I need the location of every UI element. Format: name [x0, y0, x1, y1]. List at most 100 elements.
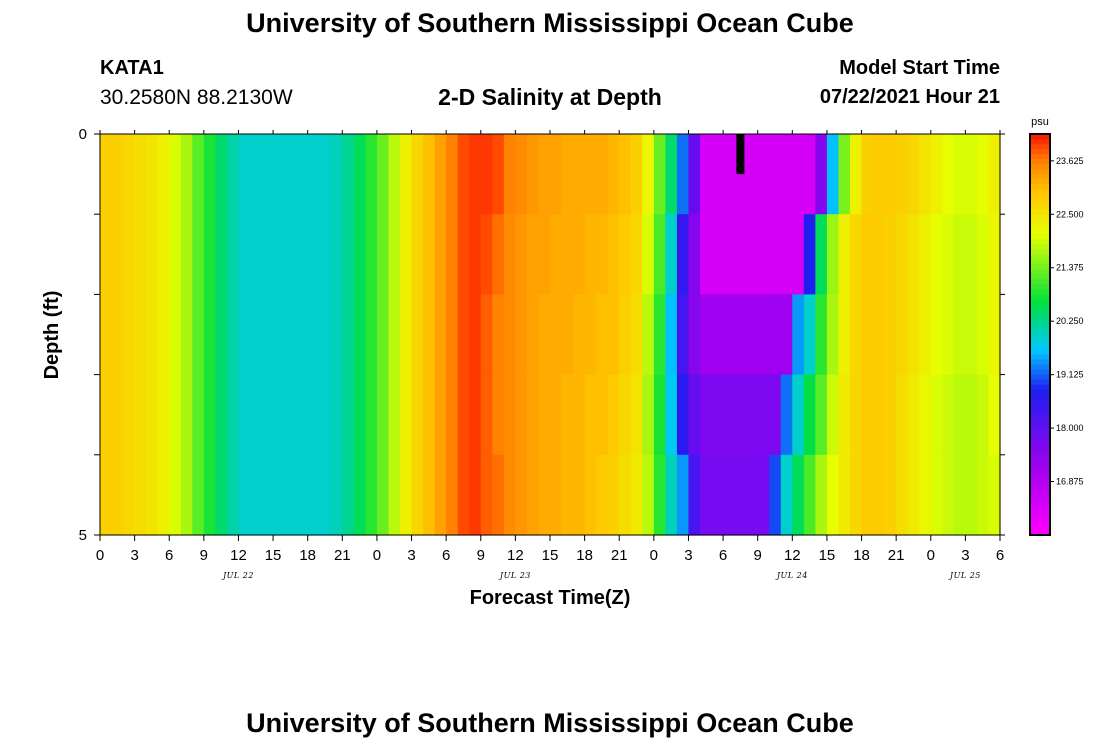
- heatmap-cell: [111, 214, 124, 295]
- heatmap-cell: [642, 454, 655, 536]
- heatmap-cell: [284, 214, 297, 295]
- heatmap-cell: [319, 214, 332, 295]
- heatmap-cell: [273, 454, 286, 536]
- colorbar-swatch: [1030, 389, 1050, 396]
- heatmap-cells: [100, 134, 1001, 536]
- x-tick-label: 12: [784, 547, 801, 564]
- heatmap-cell: [976, 374, 990, 456]
- heatmap-cell: [492, 294, 505, 376]
- heatmap-cell: [273, 214, 286, 295]
- heatmap-cell: [815, 294, 828, 376]
- heatmap-cell: [988, 454, 1001, 536]
- heatmap-cell: [330, 454, 343, 536]
- heatmap-cell: [919, 214, 932, 295]
- heatmap-cell: [307, 134, 320, 215]
- heatmap-cell: [792, 214, 805, 295]
- heatmap-cell: [457, 214, 470, 295]
- heatmap-cell: [123, 374, 136, 456]
- heatmap-cell: [515, 214, 528, 295]
- heatmap-cell: [157, 214, 170, 295]
- x-tick-label: 12: [230, 547, 247, 564]
- heatmap-cell: [469, 374, 482, 456]
- heatmap-cell: [388, 214, 401, 295]
- heatmap-cell: [965, 374, 978, 456]
- x-tick-label: 21: [334, 547, 351, 564]
- heatmap-cell: [861, 134, 874, 215]
- heatmap-cell: [376, 214, 390, 295]
- heatmap-cell: [861, 454, 874, 536]
- heatmap-cell: [676, 454, 690, 536]
- heatmap-cell: [515, 294, 528, 376]
- heatmap-cell: [550, 374, 563, 456]
- heatmap-cell: [526, 134, 540, 215]
- colorbar-swatch: [1030, 409, 1050, 416]
- heatmap-cell: [273, 294, 286, 376]
- heatmap-cell: [642, 214, 655, 295]
- heatmap-cell: [550, 454, 563, 536]
- annotation-marker: [736, 134, 745, 175]
- heatmap-cell: [469, 294, 482, 376]
- heatmap-cell: [388, 294, 401, 376]
- heatmap-cell: [538, 214, 551, 295]
- heatmap-cell: [838, 294, 851, 376]
- heatmap-cell: [688, 214, 701, 295]
- heatmap-cell: [388, 134, 401, 215]
- heatmap-cell: [676, 374, 690, 456]
- heatmap-cell: [446, 374, 459, 456]
- heatmap-cell: [538, 374, 551, 456]
- colorbar-swatch: [1030, 239, 1050, 245]
- heatmap-cell: [826, 454, 840, 536]
- heatmap-cell: [757, 374, 770, 456]
- heatmap-cell: [803, 294, 816, 376]
- heatmap-cell: [988, 374, 1001, 456]
- colorbar-swatch: [1030, 264, 1050, 270]
- colorbar-swatch: [1030, 514, 1050, 521]
- heatmap-cell: [411, 374, 424, 456]
- heatmap-cell: [226, 294, 240, 376]
- heatmap-cell: [976, 214, 990, 295]
- heatmap-cell: [411, 134, 424, 215]
- heatmap-cell: [953, 454, 966, 536]
- heatmap-cell: [965, 294, 978, 376]
- heatmap-cell: [353, 134, 366, 215]
- heatmap-cell: [215, 134, 228, 215]
- heatmap-cell: [573, 214, 586, 295]
- colorbar-swatch: [1030, 504, 1050, 511]
- colorbar-swatch: [1030, 369, 1050, 376]
- heatmap-cell: [919, 134, 932, 215]
- colorbar-unit: psu: [1031, 116, 1049, 128]
- colorbar-swatch: [1030, 414, 1050, 421]
- heatmap-cell: [780, 294, 793, 376]
- x-tick-label: 6: [442, 547, 450, 564]
- heatmap-cell: [423, 214, 436, 295]
- heatmap-cell: [480, 294, 493, 376]
- heatmap-cell: [688, 374, 701, 456]
- heatmap-cell: [711, 454, 724, 536]
- x-tick-label: 18: [576, 547, 593, 564]
- heatmap-cell: [757, 454, 770, 536]
- heatmap-cell: [134, 454, 147, 536]
- colorbar-swatch: [1030, 134, 1050, 140]
- heatmap-cell: [100, 374, 113, 456]
- heatmap-cell: [400, 294, 413, 376]
- heatmap-cell: [434, 374, 447, 456]
- heatmap-cell: [180, 134, 193, 215]
- x-tick-label: 0: [927, 547, 935, 564]
- heatmap-cell: [503, 294, 516, 376]
- x-tick-label: 6: [996, 547, 1004, 564]
- colorbar-tick-label: 19.125: [1056, 370, 1084, 380]
- heatmap-cell: [838, 374, 851, 456]
- heatmap-cell: [919, 454, 932, 536]
- heatmap-cell: [446, 294, 459, 376]
- heatmap-cell: [584, 374, 597, 456]
- heatmap-cell: [180, 454, 193, 536]
- heatmap-cell: [757, 214, 770, 295]
- heatmap-cell: [780, 214, 793, 295]
- colorbar-swatch: [1030, 179, 1050, 185]
- heatmap-cell: [884, 294, 897, 376]
- heatmap-cell: [746, 214, 759, 295]
- heatmap-cell: [226, 374, 240, 456]
- heatmap-cell: [376, 134, 390, 215]
- heatmap-cell: [769, 374, 782, 456]
- heatmap-cell: [619, 374, 632, 456]
